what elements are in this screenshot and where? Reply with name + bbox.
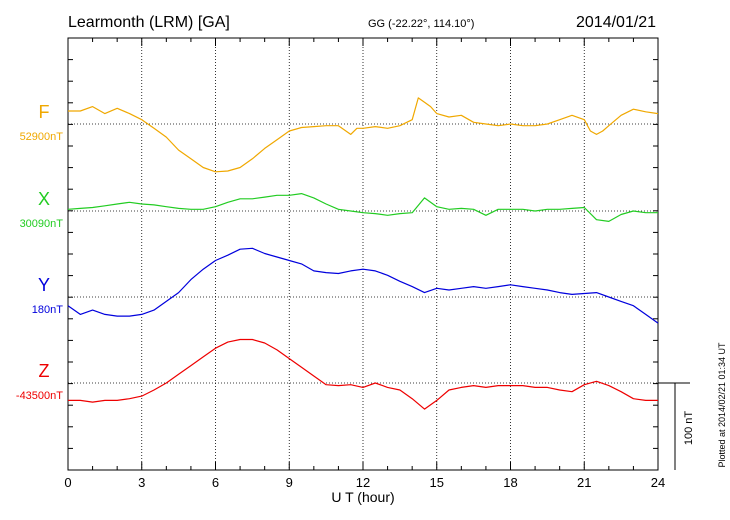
x-tick-label: 6 [212,475,219,490]
component-label-x: X [38,189,50,209]
x-tick-label: 0 [64,475,71,490]
plotted-timestamp: Plotted at 2014/02/21 01:34 UT [717,342,727,468]
series-line-z [68,338,658,410]
x-tick-label: 3 [138,475,145,490]
x-tick-labels: 0 3 6 9 12 15 18 21 24 [64,475,665,490]
baseline-label-z: -43500nT [16,390,63,402]
component-label-f: F [39,102,50,122]
x-axis-title: U T (hour) [331,489,394,505]
component-labels: F 52900nT X 30090nT Y 180nT Z -43500nT [16,102,63,402]
station-title: Learmonth (LRM) [GA] [68,14,230,31]
baseline-label-y: 180nT [32,304,63,316]
series-line-f [68,97,659,173]
scale-bar: 100 nT [658,382,695,470]
grid-lines [68,38,658,470]
scale-bar-label: 100 nT [683,411,695,446]
x-tick-label: 12 [356,475,370,490]
coordinates-label: GG (-22.22°, 114.10°) [368,18,474,30]
series-line-x [67,193,658,222]
x-tick-label: 9 [286,475,293,490]
baseline-label-x: 30090nT [20,218,64,230]
x-tick-label: 15 [430,475,444,490]
x-tick-label: 24 [651,475,665,490]
component-label-y: Y [38,275,50,295]
series-group [67,97,659,410]
date-label: 2014/01/21 [576,14,656,31]
axis-ticks [67,37,659,471]
x-tick-label: 21 [577,475,591,490]
component-label-z: Z [39,361,50,381]
baseline-label-f: 52900nT [20,131,64,143]
x-tick-label: 18 [503,475,517,490]
series-line-y [67,247,659,324]
